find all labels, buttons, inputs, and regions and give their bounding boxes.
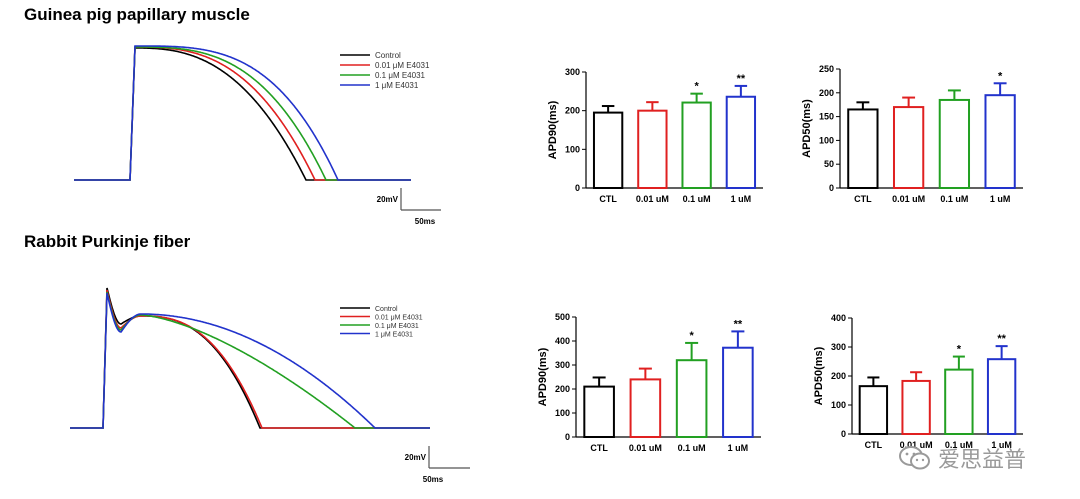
gp-apd50-x-tick-label: 0.01 uM (892, 194, 925, 204)
rb-apd50-x-tick-label: 1 uM (991, 440, 1012, 450)
rb-apd50-y-tick-label: 200 (831, 371, 846, 381)
gp-apd90-bar (681, 101, 712, 189)
gp-apd50-bar (938, 98, 971, 189)
rb-apd90-y-label: APD90(ms) (537, 347, 549, 406)
rb-trace-legend-label: 1 μM E4031 (375, 332, 413, 339)
watermark-text: 爱思益普 (938, 448, 1027, 473)
gp-trace-series-line (74, 46, 411, 181)
gp-apd50-y-tick-label: 150 (819, 112, 834, 122)
rb-apd90-y-tick-label: 500 (555, 312, 570, 322)
gp-apd90-x-tick-label: 1 uM (731, 194, 752, 204)
rb-apd90-x-tick-label: 0.1 uM (678, 443, 706, 453)
gp-apd50-y-tick-label: 200 (819, 88, 834, 98)
gp-apd50-y-tick-label: 100 (819, 135, 834, 145)
gp-trace-legend-label: 1 μM E4031 (375, 81, 419, 90)
gp-apd90-y-tick-label: 300 (565, 67, 580, 77)
rb-apd50-x-tick-label: 0.01 uM (900, 440, 933, 450)
rb-apd50-significance: * (957, 344, 962, 356)
gp-apd50-x-tick-label: 1 uM (990, 194, 1011, 204)
watermark: 爱思益普 (898, 442, 1026, 474)
rb-trace-legend-label: Control (375, 306, 398, 313)
rb-apd90-y-tick-label: 100 (555, 408, 570, 418)
rb-apd50-y-tick-label: 100 (831, 400, 846, 410)
gp-apd50-x-tick-label: 0.1 uM (940, 194, 968, 204)
rb-apd90-x-tick-label: 0.01 uM (629, 443, 662, 453)
gp-apd90-significance: ** (737, 73, 746, 85)
rb-trace-legend-label: 0.01 μM E4031 (375, 315, 423, 322)
gp-apd50-bar (847, 108, 879, 189)
rb-trace-scale-voltage: 20mV (405, 453, 427, 462)
rb-apd50-bar (858, 385, 889, 435)
gp-trace-legend-label: 0.1 μM E4031 (375, 71, 426, 80)
gp-apd90-bar (592, 111, 624, 189)
rb-apd90-x-tick-label: 1 uM (728, 443, 749, 453)
gp-apd90-x-tick-label: CTL (599, 194, 617, 204)
rb-apd90-significance: * (689, 330, 694, 342)
rb-apd90-x-tick-label: CTL (590, 443, 608, 453)
rb-apd50-y-tick-label: 400 (831, 313, 846, 323)
gp-apd90-bar (725, 95, 757, 189)
rb-apd90-y-tick-label: 200 (555, 384, 570, 394)
rb-apd50-y-label: APD50(ms) (813, 346, 825, 405)
rb-apd50-x-tick-label: 0.1 uM (945, 440, 973, 450)
rb-apd90-bar (629, 378, 662, 438)
gp-trace-legend-label: 0.01 μM E4031 (375, 61, 430, 70)
gp-apd90-y-tick-label: 0 (575, 183, 580, 193)
rb-apd90-bar (675, 359, 708, 439)
rb-apd50-significance: ** (997, 333, 1006, 345)
gp-apd90-y-label: APD90(ms) (547, 100, 559, 159)
gp-trace-series-line (74, 46, 411, 181)
rb-apd90-significance: ** (734, 318, 743, 330)
gp-apd50-x-tick-label: CTL (854, 194, 872, 204)
gp-apd90-bar (637, 109, 668, 189)
gp-apd50-bar (892, 106, 925, 189)
gp-apd90-y-tick-label: 200 (565, 106, 580, 116)
gp-apd90-y-tick-label: 100 (565, 144, 580, 154)
gp-apd90-x-tick-label: 0.1 uM (683, 194, 711, 204)
rb-apd90-y-tick-label: 0 (565, 432, 570, 442)
rb-apd50-bar (944, 368, 974, 435)
section-title-rabbit: Rabbit Purkinje fiber (24, 232, 191, 251)
rb-trace-legend-label: 0.1 μM E4031 (375, 323, 419, 330)
rb-apd50-x-tick-label: CTL (865, 440, 883, 450)
rb-trace-scale-time: 50ms (423, 475, 444, 484)
rb-apd50-bar (901, 379, 931, 435)
rb-trace-series-line (70, 292, 430, 429)
rb-apd50-y-tick-label: 300 (831, 342, 846, 352)
gp-apd50-y-tick-label: 50 (824, 159, 834, 169)
rb-apd90-bar (583, 385, 615, 439)
gp-apd90-significance: * (694, 81, 699, 93)
rb-apd90-y-tick-label: 400 (555, 336, 570, 346)
rb-apd90-y-tick-label: 300 (555, 360, 570, 370)
gp-apd90-x-tick-label: 0.01 uM (636, 194, 669, 204)
rb-apd90-bar (722, 346, 754, 438)
wechat-icon (899, 446, 930, 470)
gp-trace-scale-voltage: 20mV (377, 195, 399, 204)
gp-apd50-y-tick-label: 0 (829, 183, 834, 193)
gp-apd50-y-tick-label: 250 (819, 64, 834, 74)
gp-trace-legend-label: Control (375, 51, 401, 60)
section-title-guinea-pig: Guinea pig papillary muscle (24, 5, 250, 24)
gp-apd50-y-label: APD50(ms) (801, 99, 813, 158)
gp-apd50-significance: * (998, 70, 1003, 82)
gp-trace-scale-time: 50ms (415, 217, 436, 226)
gp-apd50-bar (984, 94, 1016, 189)
rb-apd50-bar (986, 358, 1017, 435)
gp-trace-series-line (74, 45, 411, 181)
rb-apd50-y-tick-label: 0 (841, 429, 846, 439)
gp-trace-series-line (74, 47, 411, 181)
